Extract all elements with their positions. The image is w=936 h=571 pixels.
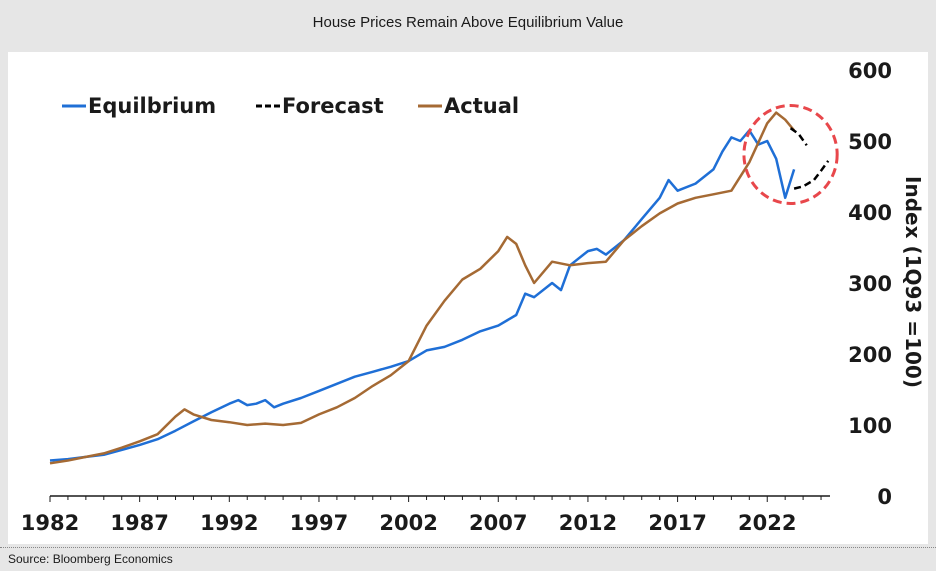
y-tick-label: 200	[848, 343, 892, 367]
x-tick-label: 1992	[200, 511, 258, 535]
series-forecast-line	[793, 160, 830, 190]
y-tick-labels: 0 100 200 300 400 500 600	[848, 59, 892, 509]
series-actual-line	[49, 111, 796, 465]
source-note: Source: Bloomberg Economics	[0, 547, 936, 571]
y-tick-label: 500	[848, 130, 892, 154]
x-tick-label: 2022	[738, 511, 796, 535]
chart-title: House Prices Remain Above Equilibrium Va…	[312, 13, 624, 31]
y-axis-label: Index (1Q93 =100)	[901, 176, 925, 388]
y-tick-label: 300	[848, 272, 892, 296]
y-tick-label: 400	[848, 201, 892, 225]
y-tick-label: 0	[877, 485, 892, 509]
x-tick-label: 2007	[469, 511, 527, 535]
highlight-circle	[742, 103, 839, 205]
y-tick-label: 100	[848, 414, 892, 438]
x-tick-label: 2017	[648, 511, 706, 535]
legend: Equilbrium Forecast Actual	[62, 94, 519, 118]
annotations	[742, 103, 839, 205]
x-tick-label: 2012	[559, 511, 617, 535]
x-tick-label: 1997	[290, 511, 348, 535]
series-lines	[49, 111, 830, 465]
x-tick-labels: 1982 1987 1992 1997 2002 2007 2012 2017 2022	[21, 511, 797, 535]
x-axis	[49, 495, 830, 502]
chart-svg: 1982 1987 1992 1997 2002 2007 2012 2017 2022 0 10…	[21, 59, 925, 535]
legend-label: Forecast	[282, 94, 384, 118]
series-forecast-line	[789, 127, 808, 147]
y-tick-label: 600	[848, 59, 892, 83]
x-tick-label: 1987	[110, 511, 168, 535]
x-tick-label: 1982	[21, 511, 79, 535]
legend-label: Equilbrium	[88, 94, 216, 118]
legend-label: Actual	[444, 94, 519, 118]
x-tick-label: 2002	[379, 511, 437, 535]
plot-panel: 1982 1987 1992 1997 2002 2007 2012 2017 2022 0 10…	[8, 52, 928, 544]
series-equilibrium-line	[49, 129, 796, 462]
